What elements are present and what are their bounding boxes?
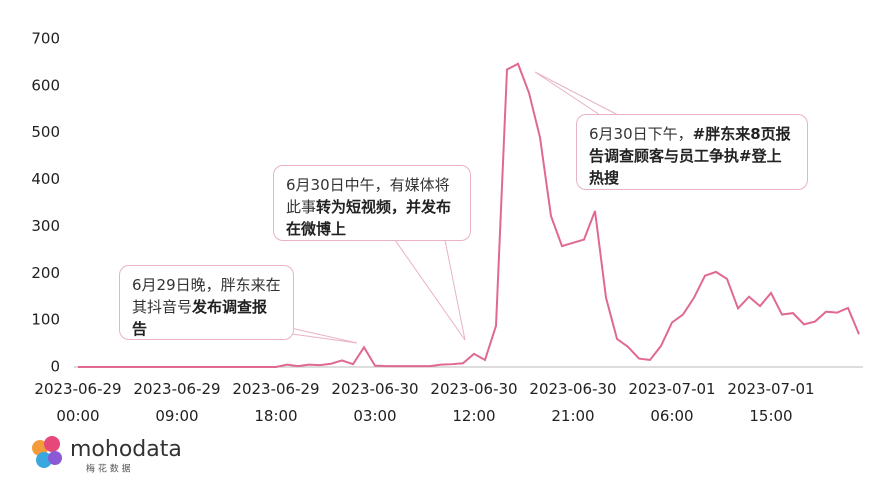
y-tick-label: 500 — [31, 123, 60, 141]
y-tick-label: 200 — [31, 264, 60, 282]
x-tick-label: 2023-06-29 18:00 — [232, 380, 319, 425]
y-tick-label: 700 — [31, 30, 60, 48]
annotation-bold: 发布调查报告 — [132, 298, 268, 338]
logo — [32, 436, 62, 468]
x-tick-label: 2023-06-30 03:00 — [331, 380, 418, 425]
annotation-text: 6月30日中午，有媒体将此事 — [286, 176, 450, 216]
data-line — [78, 62, 860, 368]
annotation-bold: #胖东来8页报告调查顾客与员工争执#登上热搜 — [589, 125, 791, 187]
pointer — [534, 71, 619, 116]
x-tick-label: 2023-06-30 21:00 — [529, 380, 616, 425]
annotation: 6月30日下午，#胖东来8页报告调查顾客与员工争执#登上热搜 — [576, 114, 808, 190]
x-tick-label: 2023-06-30 12:00 — [430, 380, 517, 425]
x-tick-label: 2023-07-01 15:00 — [727, 380, 814, 425]
annotation-bold: 转为短视频，并发布在微博上 — [286, 198, 452, 238]
annotation: 6月30日中午，有媒体将此事转为短视频，并发布在微博上 — [273, 165, 471, 241]
pointer — [394, 239, 466, 341]
brand-name: mohodata — [70, 437, 182, 462]
y-tick-label: 400 — [31, 170, 60, 188]
annotation-text: 6月29日晚，胖东来在其抖音号 — [132, 276, 281, 316]
x-tick-label: 2023-06-29 00:00 — [34, 380, 121, 425]
brand-sub: 梅 花 数 据 — [86, 463, 131, 475]
annotation: 6月29日晚，胖东来在其抖音号发布调查报告 — [119, 265, 294, 340]
x-tick-label: 2023-07-01 06:00 — [628, 380, 715, 425]
y-tick-label: 300 — [31, 217, 60, 235]
annotation-text: 6月30日下午， — [589, 125, 693, 143]
x-tick-label: 2023-06-29 09:00 — [133, 380, 220, 425]
y-tick-label: 600 — [31, 76, 60, 94]
y-tick-label: 100 — [31, 311, 60, 329]
y-tick-label: 0 — [50, 358, 60, 376]
